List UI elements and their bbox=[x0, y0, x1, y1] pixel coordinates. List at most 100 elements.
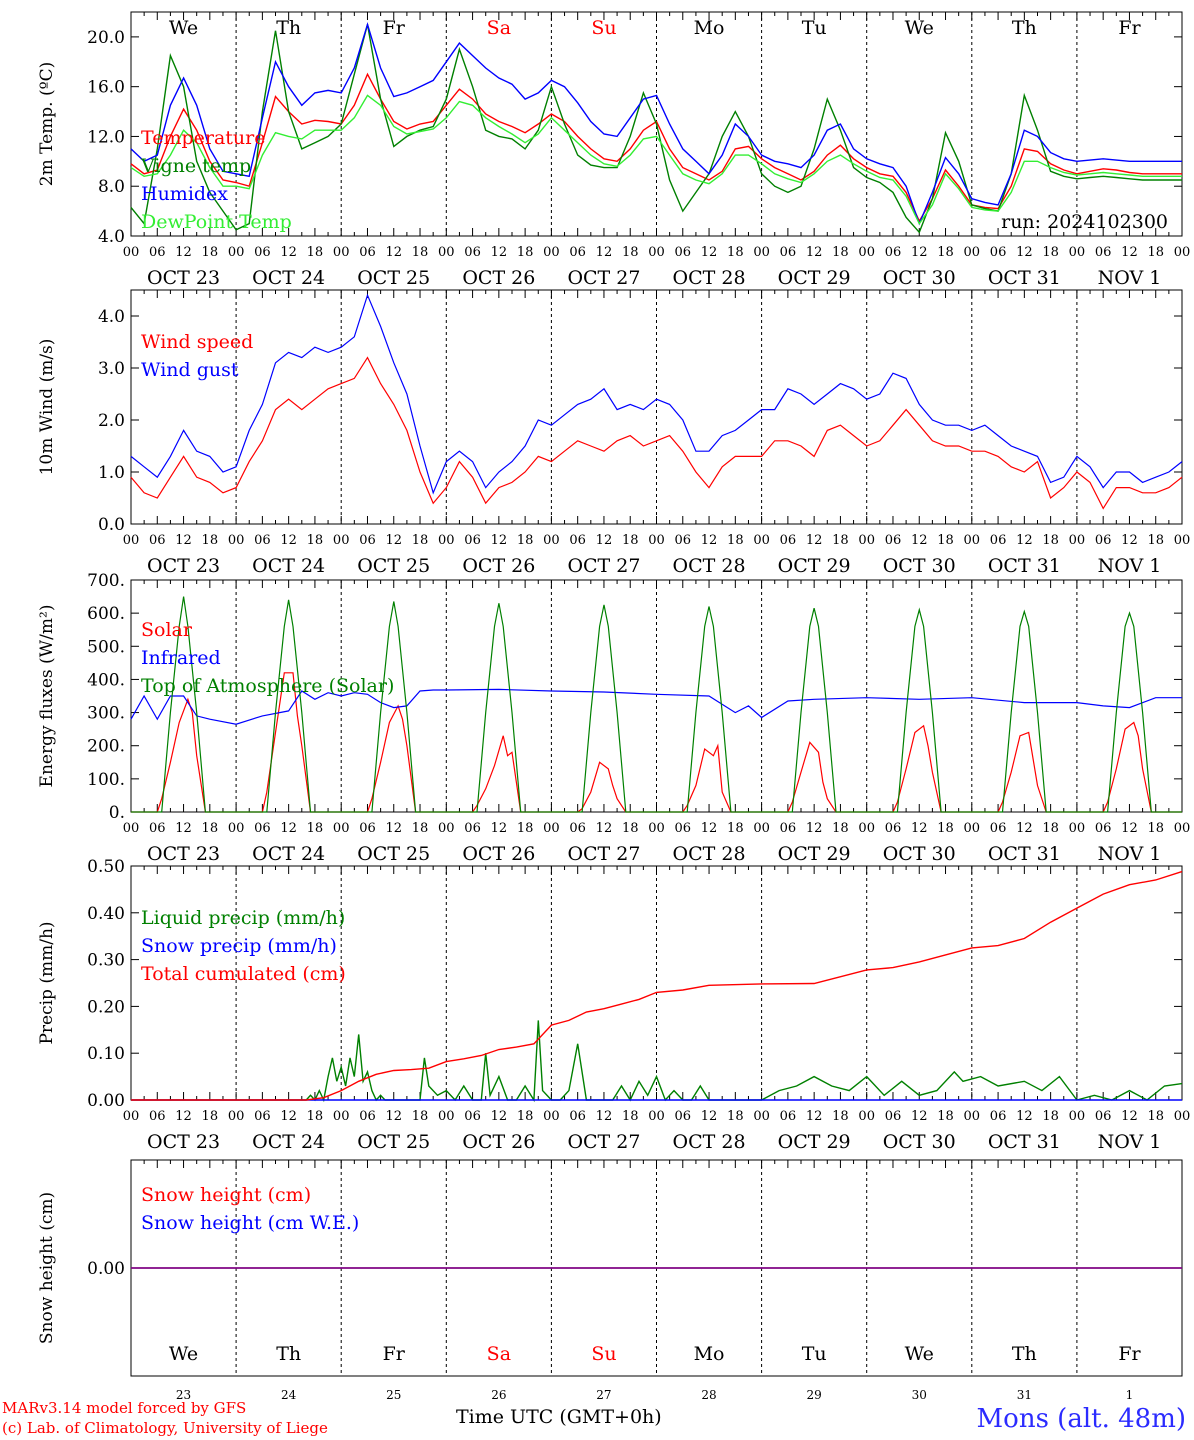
date-label: OCT 29 bbox=[778, 267, 851, 289]
y-axis-label: 10m Wind (m/s) bbox=[37, 339, 57, 476]
hour-label: 06 bbox=[885, 1109, 902, 1124]
hour-label: 18 bbox=[202, 245, 219, 260]
date-label: OCT 25 bbox=[357, 267, 430, 289]
hour-label: 00 bbox=[543, 245, 560, 260]
hour-label: 06 bbox=[780, 821, 797, 836]
weekday-label: Sa bbox=[487, 17, 511, 39]
date-label: OCT 27 bbox=[567, 555, 640, 577]
hour-label: 18 bbox=[307, 245, 324, 260]
hour-label: 06 bbox=[675, 1109, 692, 1124]
y-tick-label: 300. bbox=[87, 704, 125, 724]
hour-label: 00 bbox=[858, 821, 875, 836]
hour-label: 12 bbox=[175, 821, 192, 836]
weekday-label: Fr bbox=[383, 1343, 406, 1365]
date-label: OCT 28 bbox=[673, 555, 746, 577]
y-tick-label: 3.0 bbox=[98, 359, 125, 379]
weekday-label: Fr bbox=[1118, 1343, 1141, 1365]
hour-label: 00 bbox=[964, 1109, 981, 1124]
weekday-label: We bbox=[169, 1343, 198, 1365]
hour-label: 18 bbox=[1042, 821, 1059, 836]
y-tick-label: 4.0 bbox=[98, 307, 125, 327]
hour-label: 06 bbox=[885, 245, 902, 260]
y-tick-label: 2.0 bbox=[98, 411, 125, 431]
day-number-label: 29 bbox=[807, 1388, 822, 1402]
hour-label: 06 bbox=[990, 533, 1007, 548]
hour-label: 06 bbox=[149, 533, 166, 548]
y-tick-label: 0.30 bbox=[87, 951, 125, 971]
hour-label: 00 bbox=[648, 821, 665, 836]
hour-label: 00 bbox=[228, 821, 245, 836]
series-line-4 bbox=[130, 94, 1182, 225]
hour-label: 00 bbox=[228, 533, 245, 548]
legend-entry: Vigne temp bbox=[140, 155, 251, 177]
y-axis-label: Energy fluxes (W/m²) bbox=[37, 605, 57, 788]
hour-label: 06 bbox=[359, 1109, 376, 1124]
hour-label: 12 bbox=[806, 533, 823, 548]
date-label: NOV 1 bbox=[1098, 1131, 1162, 1153]
date-label: OCT 31 bbox=[988, 1131, 1061, 1153]
hour-label: 12 bbox=[1121, 245, 1138, 260]
hour-label: 00 bbox=[333, 533, 350, 548]
hour-label: 00 bbox=[1069, 533, 1086, 548]
date-label: OCT 26 bbox=[462, 843, 535, 865]
hour-label: 00 bbox=[123, 1109, 140, 1124]
hour-label: 06 bbox=[1095, 533, 1112, 548]
hour-label: 00 bbox=[438, 1109, 455, 1124]
hour-label: 18 bbox=[1042, 533, 1059, 548]
hour-label: 06 bbox=[675, 245, 692, 260]
run-annotation: run: 2024102300 bbox=[1001, 211, 1168, 233]
station-name: Mons (alt. 48m) bbox=[976, 1404, 1186, 1434]
hour-label: 06 bbox=[1095, 821, 1112, 836]
hour-label: 06 bbox=[149, 245, 166, 260]
hour-label: 00 bbox=[1069, 1109, 1086, 1124]
series-line-2 bbox=[130, 24, 1182, 234]
hour-label: 06 bbox=[990, 821, 1007, 836]
lab-credit: (c) Lab. of Climatology, University of L… bbox=[2, 1419, 328, 1437]
date-label: OCT 30 bbox=[883, 1131, 956, 1153]
chart-panel-5: 0.00 Snow height (cm) We Th Fr Sa Su Mo Tu We Th Fr… bbox=[37, 1159, 1183, 1402]
series-line-3 bbox=[131, 870, 1183, 1101]
series-line-1 bbox=[130, 72, 1182, 223]
y-axis-label: Precip (mm/h) bbox=[37, 921, 57, 1044]
date-label: OCT 26 bbox=[462, 267, 535, 289]
weekday-label: We bbox=[905, 1343, 934, 1365]
date-label: OCT 23 bbox=[147, 843, 220, 865]
weekday-label: Th bbox=[1012, 17, 1037, 39]
legend-entry: Temperature bbox=[141, 127, 265, 149]
hour-label: 18 bbox=[307, 533, 324, 548]
hour-label: 00 bbox=[333, 245, 350, 260]
y-tick-label: 0.00 bbox=[87, 1091, 125, 1111]
hour-label: 12 bbox=[806, 245, 823, 260]
y-axis-label: 2m Temp. (ºC) bbox=[37, 62, 57, 187]
hour-label: 12 bbox=[701, 821, 718, 836]
hour-label: 18 bbox=[517, 245, 534, 260]
date-label: OCT 25 bbox=[357, 843, 430, 865]
date-label: OCT 28 bbox=[673, 1131, 746, 1153]
y-tick-label: 0.00 bbox=[87, 1259, 125, 1279]
date-label: OCT 28 bbox=[673, 843, 746, 865]
legend-entry: Wind speed bbox=[141, 331, 253, 353]
hour-label: 12 bbox=[701, 245, 718, 260]
hour-label: 12 bbox=[1016, 821, 1033, 836]
hour-label: 06 bbox=[990, 245, 1007, 260]
hour-label: 18 bbox=[412, 821, 429, 836]
hour-label: 18 bbox=[832, 1109, 849, 1124]
hour-label: 12 bbox=[911, 245, 928, 260]
hour-label: 12 bbox=[806, 1109, 823, 1124]
hour-label: 18 bbox=[307, 1109, 324, 1124]
hour-label: 18 bbox=[832, 533, 849, 548]
hour-label: 00 bbox=[333, 1109, 350, 1124]
date-label: OCT 29 bbox=[778, 555, 851, 577]
hour-label: 18 bbox=[517, 533, 534, 548]
day-number-label: 30 bbox=[912, 1388, 927, 1402]
hour-label: 12 bbox=[596, 533, 613, 548]
y-tick-label: 600. bbox=[87, 604, 125, 624]
hour-label: 18 bbox=[727, 533, 744, 548]
hour-label: 12 bbox=[596, 821, 613, 836]
date-label: OCT 24 bbox=[252, 555, 325, 577]
y-tick-label: 4.0 bbox=[98, 227, 125, 247]
hour-label: 12 bbox=[911, 533, 928, 548]
hour-label: 00 bbox=[753, 821, 770, 836]
date-label: OCT 25 bbox=[357, 555, 430, 577]
model-credit: MARv3.14 model forced by GFS bbox=[2, 1399, 247, 1417]
